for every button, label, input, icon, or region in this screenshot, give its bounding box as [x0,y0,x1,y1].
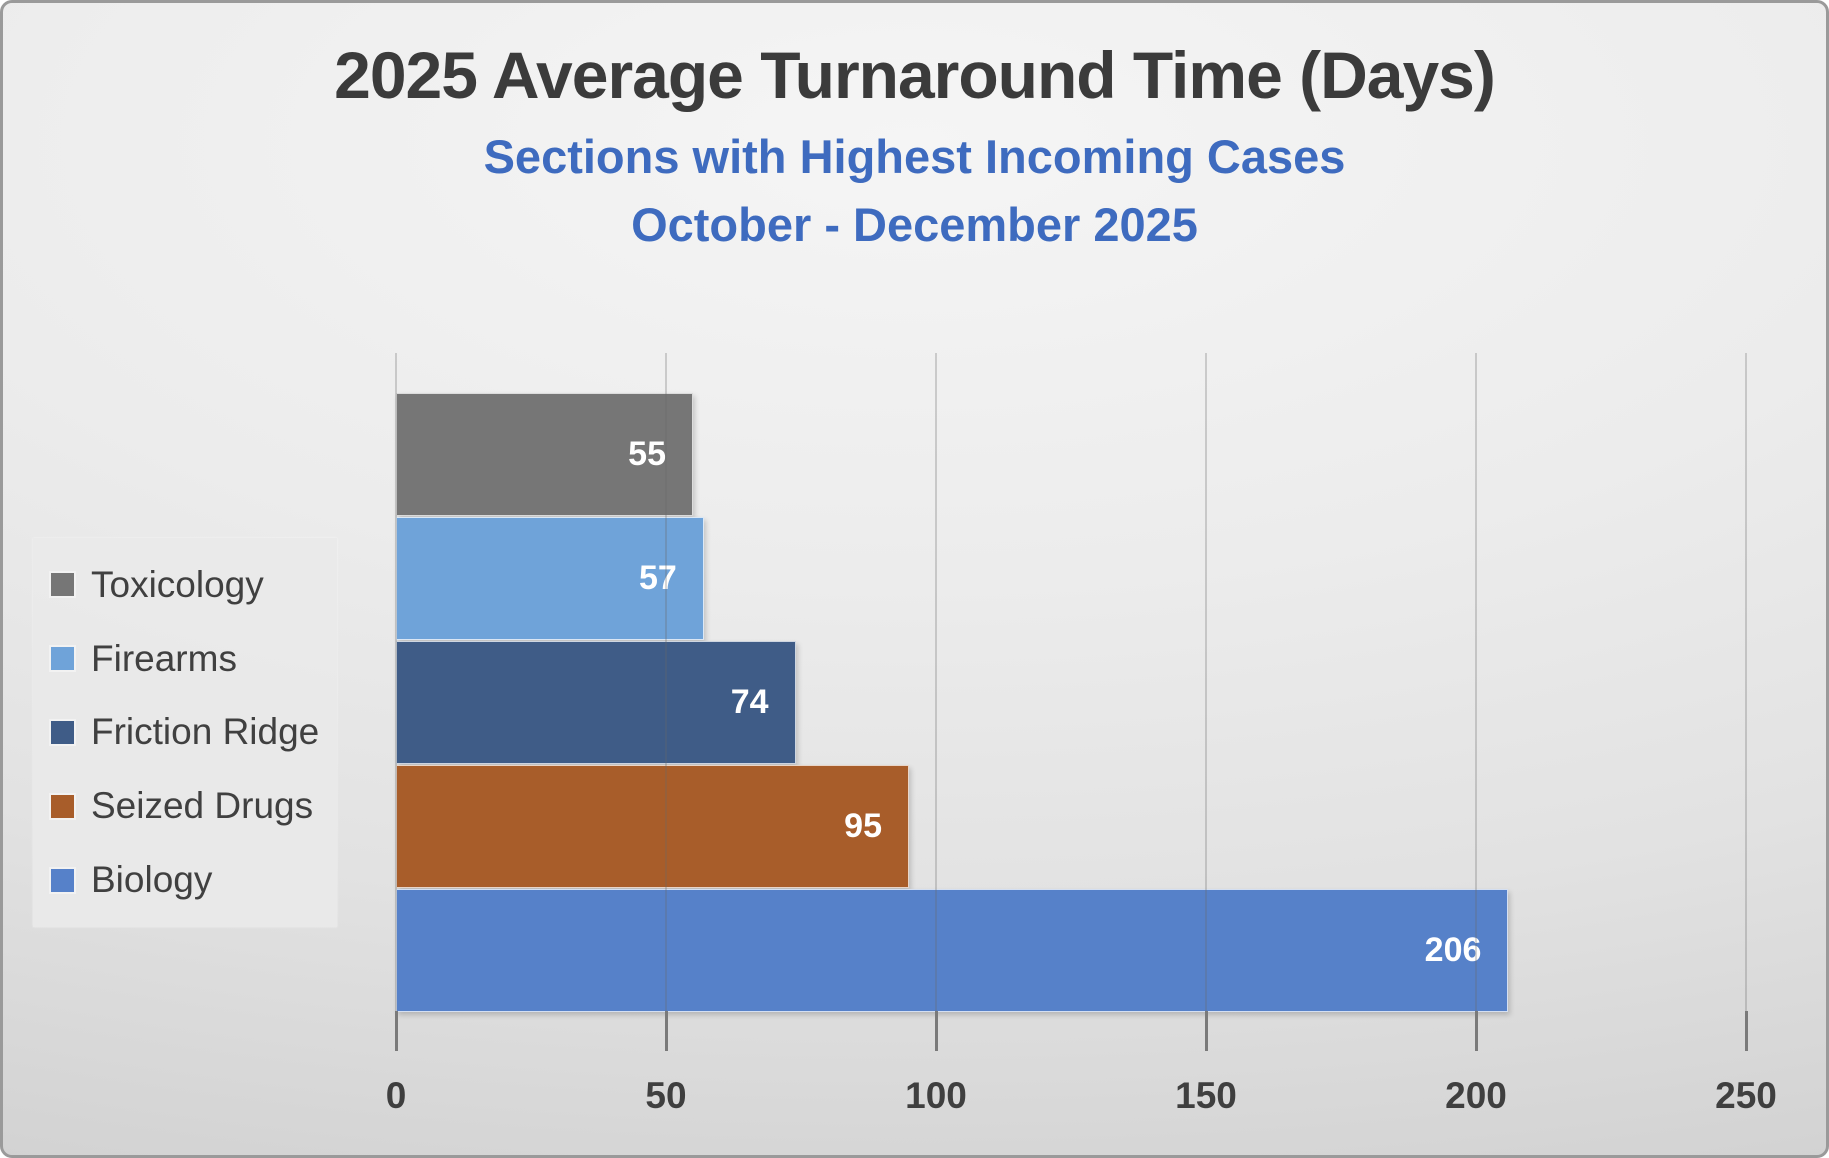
legend-label: Biology [91,859,213,901]
legend-item-friction-ridge: Friction Ridge [49,711,337,753]
legend-swatch-icon [49,645,76,673]
bar-value-label: 55 [628,435,666,473]
tick-label-0: 0 [385,1075,407,1116]
legend-item-firearms: Firearms [49,638,337,680]
chart-subtitle-line1: Sections with Highest Incoming Cases [483,130,1346,183]
bar-seized-drugs: 95 [396,765,909,888]
tick-label-50: 50 [645,1075,687,1116]
bar-value-label: 95 [844,807,882,845]
legend-swatch-icon [49,571,76,599]
tickmark-50 [664,1011,668,1051]
legend-label: Toxicology [91,563,264,605]
tick-label-200: 200 [1445,1075,1507,1116]
legend-label: Firearms [91,637,237,679]
bar-friction-ridge: 74 [396,641,796,764]
bar-firearms: 57 [396,517,704,640]
chart-title: 2025 Average Turnaround Time (Days) [334,38,1496,112]
chart-subtitle-line2: October - December 2025 [631,198,1198,251]
bar-value-label: 57 [638,559,677,597]
bar-value-label: 74 [730,683,769,721]
legend-swatch-icon [49,718,76,746]
tick-label-250: 250 [1715,1075,1777,1116]
bar-toxicology: 55 [396,393,693,516]
gridline-250 [1745,353,1747,1013]
tickmark-150 [1204,1011,1208,1051]
tickmark-200 [1474,1011,1478,1051]
tick-label-150: 150 [1175,1075,1237,1116]
legend-label: Seized Drugs [91,785,314,827]
bar-value-label: 206 [1424,931,1482,969]
legend-item-toxicology: Toxicology [49,564,337,606]
legend-item-seized-drugs: Seized Drugs [49,785,337,827]
legend-swatch-icon [49,866,76,894]
legend-label: Friction Ridge [91,711,320,753]
tickmark-250 [1744,1011,1748,1051]
legend-swatch-icon [49,792,76,820]
legend: Toxicology Firearms Friction Ridge Seized D… [33,538,337,927]
plot-area: 55 57 74 95 206 0 50 100 150 200 250 [3,3,1826,1155]
tickmark-0 [394,1011,398,1051]
tickmark-100 [934,1011,938,1051]
bar-biology: 206 [396,889,1509,1012]
tick-label-100: 100 [905,1075,967,1116]
legend-item-biology: Biology [49,859,337,901]
